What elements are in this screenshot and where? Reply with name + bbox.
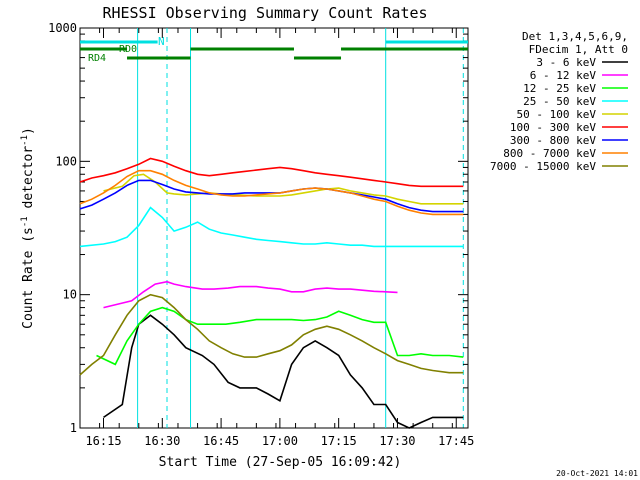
legend-label: 800 - 7000 keV (503, 147, 596, 160)
legend-label: 7000 - 15000 keV (490, 160, 596, 173)
x-tick-label: 17:45 (438, 434, 474, 448)
legend-label: 6 - 12 keV (530, 69, 597, 82)
series-line-7000-15000-kev (79, 293, 464, 376)
series-line-12-25-kev (96, 306, 464, 366)
x-tick-label: 17:15 (321, 434, 357, 448)
chart-title: RHESSI Observing Summary Count Rates (102, 4, 427, 22)
status-bars (80, 40, 468, 60)
footer-timestamp: 20-Oct-2021 14:01 (556, 469, 638, 478)
rd0-label: RD0 (119, 44, 137, 55)
legend-label: 100 - 300 keV (510, 121, 596, 134)
time-markers (137, 28, 464, 428)
legend-label: 25 - 50 keV (523, 95, 596, 108)
x-tick-label: 16:45 (203, 434, 239, 448)
y-axis-ticks: 1 10 100 1000 (48, 21, 468, 435)
y-tick-label: 100 (55, 154, 77, 168)
series-line-100-300-kev (79, 157, 464, 188)
x-tick-label: 16:30 (144, 434, 180, 448)
series-line-800-7000-kev (79, 169, 464, 216)
series-line-25-50-kev (79, 206, 464, 248)
legend-label: 3 - 6 keV (536, 56, 596, 69)
series-line-300-800-kev (79, 179, 464, 213)
x-axis-label: Start Time (27-Sep-05 16:09:42) (159, 455, 402, 470)
x-tick-label: 17:00 (262, 434, 298, 448)
legend-label: 300 - 800 keV (510, 134, 596, 147)
series-line-3-6-kev (103, 314, 464, 429)
legend-header: Det 1,3,4,5,6,9, (522, 30, 628, 43)
x-tick-label: 17:30 (379, 434, 415, 448)
y-tick-label: 1 (70, 421, 77, 435)
n-label: N (158, 35, 165, 48)
legend-label: 12 - 25 keV (523, 82, 596, 95)
legend-label: 50 - 100 keV (517, 108, 597, 121)
rd4-label: RD4 (88, 53, 106, 64)
series-line-6-12-kev (103, 280, 398, 309)
x-axis-ticks: 16:15 16:30 16:45 17:00 17:15 17:30 17:45 (79, 28, 474, 448)
x-tick-label: 16:15 (85, 434, 121, 448)
y-tick-label: 10 (63, 288, 77, 302)
series-line-50-100-kev (103, 173, 464, 205)
plot-frame (79, 27, 469, 429)
legend: Det 1,3,4,5,6,9,FDecim 1, Att 03 - 6 keV… (490, 30, 628, 173)
y-axis-label: Count Rate (s-1 detector-1) (20, 127, 36, 329)
legend-header: FDecim 1, Att 0 (529, 43, 628, 56)
series-lines (79, 157, 464, 429)
y-tick-label: 1000 (48, 21, 77, 35)
